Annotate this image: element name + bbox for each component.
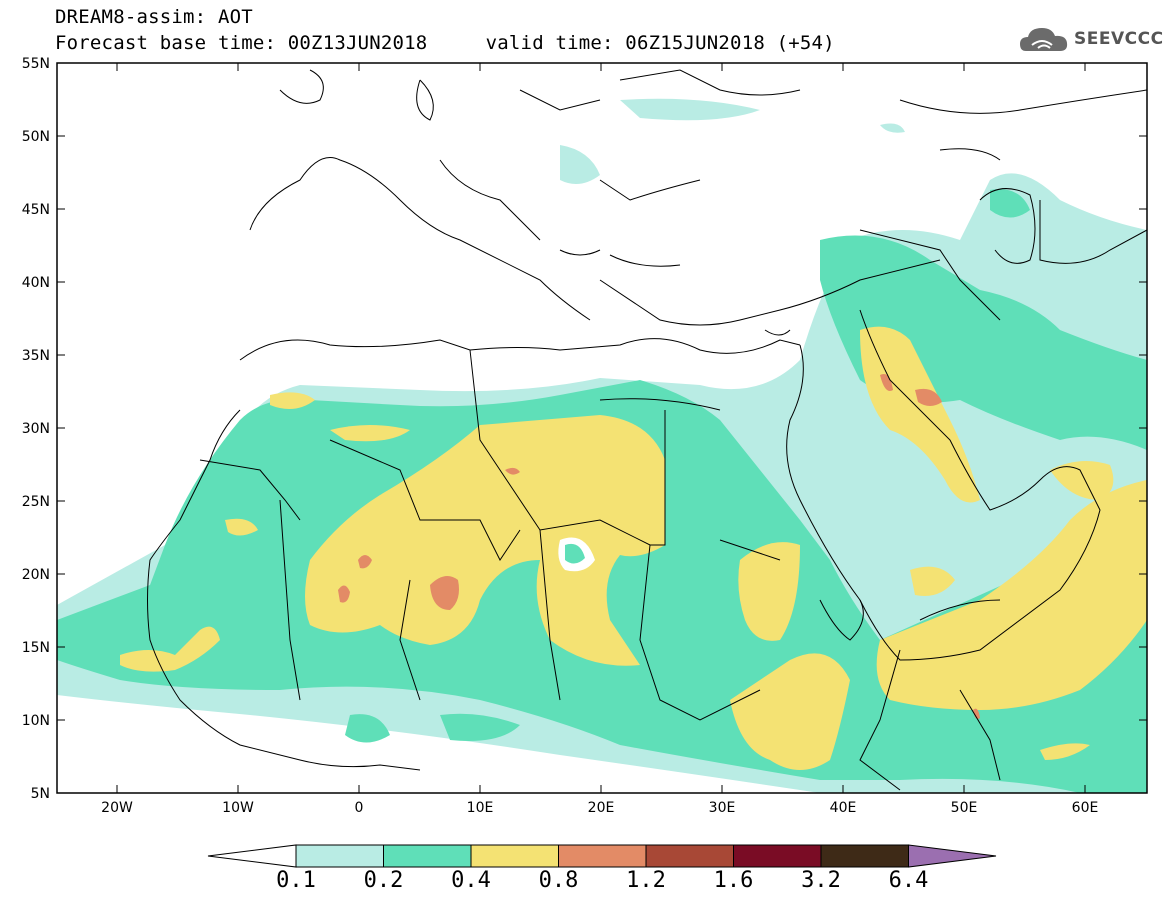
colorbar-label: 6.4 bbox=[888, 868, 929, 893]
logo-text: SEEVCCC bbox=[1074, 29, 1164, 49]
lon-label: 20E bbox=[588, 800, 615, 816]
lon-label: 40E bbox=[830, 800, 857, 816]
lon-label: 10W bbox=[222, 800, 254, 816]
lon-label: 20W bbox=[101, 800, 133, 816]
colorbar-high-arrow bbox=[908, 844, 997, 868]
lon-label: 30E bbox=[709, 800, 736, 816]
colorbar-label: 1.2 bbox=[626, 868, 666, 893]
lat-label: 5N bbox=[31, 786, 50, 802]
longitude-axis: 20W 10W 0 10E 20E 30E 40E 50E 60E bbox=[101, 63, 1098, 816]
lon-label: 0 bbox=[355, 800, 364, 816]
colorbar-label: 0.1 bbox=[276, 868, 316, 893]
lat-label: 15N bbox=[22, 640, 50, 656]
colorbar bbox=[207, 844, 997, 868]
colorbar-low-arrow bbox=[207, 844, 297, 868]
aot-band-0.8 bbox=[430, 576, 459, 610]
lon-label: 60E bbox=[1072, 800, 1099, 816]
lon-label: 50E bbox=[951, 800, 978, 816]
colorbar-swatch bbox=[558, 844, 647, 868]
colorbar-label: 3.2 bbox=[801, 868, 841, 893]
colorbar-label: 0.8 bbox=[538, 868, 579, 893]
coastlines bbox=[147, 69, 1147, 791]
lat-label: 50N bbox=[22, 129, 50, 145]
lat-label: 30N bbox=[22, 421, 50, 437]
colorbar-swatch bbox=[470, 844, 559, 868]
colorbar-swatch bbox=[820, 844, 909, 868]
seevccc-logo: SEEVCCC bbox=[1018, 23, 1163, 57]
colorbar-swatch bbox=[295, 844, 384, 868]
forecast-time-line: Forecast base time: 00Z13JUN2018 valid t… bbox=[55, 32, 835, 54]
aot-band-0.4 bbox=[305, 415, 665, 666]
colorbar-swatch bbox=[383, 844, 472, 868]
lat-label: 20N bbox=[22, 567, 50, 583]
lat-label: 40N bbox=[22, 275, 50, 291]
colorbar-swatch bbox=[645, 844, 734, 868]
colorbar-swatch bbox=[733, 844, 822, 868]
lat-label: 55N bbox=[22, 56, 50, 72]
map-title: DREAM8-assim: AOT bbox=[55, 6, 253, 28]
lat-label: 45N bbox=[22, 202, 50, 218]
colorbar-label: 0.4 bbox=[451, 868, 491, 893]
colorbar-label: 0.2 bbox=[363, 868, 404, 893]
lat-label: 25N bbox=[22, 494, 50, 510]
cloud-icon bbox=[1020, 28, 1068, 51]
latitude-axis: 55N 50N 45N 40N 35N 30N 25N 20N 15N 10N … bbox=[22, 56, 1147, 802]
lat-label: 35N bbox=[22, 348, 50, 364]
lon-label: 10E bbox=[467, 800, 494, 816]
aot-field bbox=[57, 63, 1147, 793]
colorbar-label: 1.6 bbox=[713, 868, 754, 893]
lat-label: 10N bbox=[22, 713, 50, 729]
